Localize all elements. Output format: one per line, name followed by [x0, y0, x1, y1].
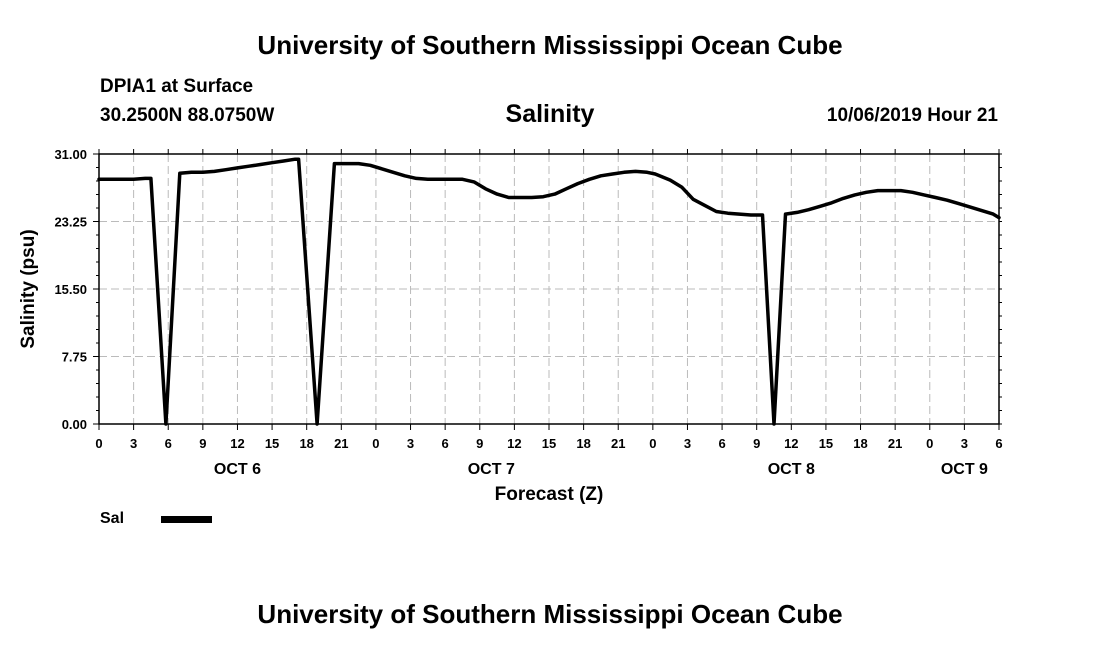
- legend-entry-label: Sal: [100, 510, 125, 527]
- legend-line-swatch: [161, 516, 212, 523]
- y-tick-label: 31.00: [54, 147, 87, 162]
- day-label: OCT 9: [941, 461, 988, 478]
- y-tick-label: 15.50: [54, 282, 87, 297]
- x-tick-label: 18: [853, 436, 867, 451]
- x-tick-label: 21: [611, 436, 625, 451]
- chart-title: Salinity: [505, 100, 595, 128]
- x-tick-label: 9: [199, 436, 206, 451]
- day-label: OCT 8: [768, 461, 815, 478]
- x-tick-label: 9: [753, 436, 760, 451]
- x-tick-label: 6: [165, 436, 172, 451]
- x-tick-label: 3: [130, 436, 137, 451]
- page-title: University of Southern Mississippi Ocean…: [257, 30, 843, 60]
- x-tick-label: 12: [784, 436, 798, 451]
- x-tick-label: 3: [684, 436, 691, 451]
- x-tick-label: 15: [819, 436, 833, 451]
- x-tick-label: 21: [888, 436, 902, 451]
- day-label: OCT 6: [214, 461, 261, 478]
- x-tick-label: 18: [299, 436, 313, 451]
- x-tick-label: 3: [961, 436, 968, 451]
- day-label: OCT 7: [468, 461, 515, 478]
- footer-title: University of Southern Mississippi Ocean…: [257, 599, 843, 629]
- series-line-sal: [97, 157, 1001, 426]
- y-tick-label: 0.00: [62, 417, 87, 432]
- x-tick-label: 3: [407, 436, 414, 451]
- x-tick-label: 6: [442, 436, 449, 451]
- x-tick-label: 12: [507, 436, 521, 451]
- x-tick-label: 12: [230, 436, 244, 451]
- y-tick-label: 7.75: [62, 350, 87, 365]
- x-tick-label: 0: [649, 436, 656, 451]
- plot-frame: [98, 153, 1000, 425]
- x-tick-label: 18: [576, 436, 590, 451]
- x-tick-label: 6: [718, 436, 725, 451]
- x-tick-label: 21: [334, 436, 348, 451]
- x-tick-label: 9: [476, 436, 483, 451]
- y-axis-label: Salinity (psu): [18, 229, 39, 348]
- coordinates-label: 30.2500N 88.0750W: [100, 105, 275, 126]
- x-tick-label: 15: [265, 436, 279, 451]
- station-label: DPIA1 at Surface: [100, 76, 254, 97]
- x-tick-label: 15: [542, 436, 556, 451]
- x-tick-label: 0: [372, 436, 379, 451]
- x-axis-label: Forecast (Z): [495, 484, 604, 505]
- x-tick-label: 0: [95, 436, 102, 451]
- x-tick-label: 6: [995, 436, 1002, 451]
- forecast-timestamp: 10/06/2019 Hour 21: [826, 105, 998, 126]
- y-tick-label: 23.25: [54, 215, 87, 230]
- x-tick-label: 0: [926, 436, 933, 451]
